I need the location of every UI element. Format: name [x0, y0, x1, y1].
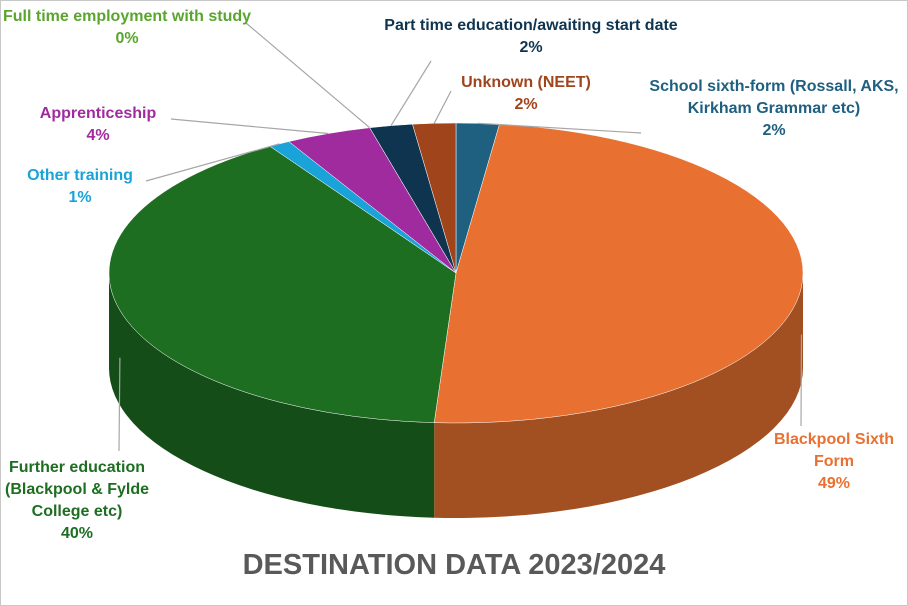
pie-slice-side [109, 273, 435, 518]
data-label: School sixth-form (Rossall, AKS, Kirkham… [644, 76, 904, 142]
label-category: Apprenticeship [39, 105, 157, 122]
data-label: Apprenticeship 4% [23, 103, 173, 147]
data-label: Further education (Blackpool & Fylde Col… [1, 457, 165, 545]
leader-line [477, 122, 642, 134]
pie-tops [108, 122, 804, 424]
leader-line [118, 357, 121, 452]
label-category: Blackpool Sixth Form [773, 431, 895, 470]
label-category: Unknown (NEET) [461, 74, 591, 91]
data-label: Other training 1% [10, 165, 150, 209]
leader-line [245, 22, 371, 129]
data-label: Full time employment with study 0% [1, 6, 257, 50]
label-value: 4% [86, 127, 110, 144]
label-value: 49% [817, 475, 851, 492]
label-value: 40% [60, 525, 94, 542]
label-category: Part time education/awaiting start date [384, 17, 678, 34]
data-label: Part time education/awaiting start date 2… [341, 15, 721, 59]
label-value: 2% [762, 122, 786, 139]
label-category: Further education (Blackpool & Fylde Col… [4, 459, 150, 520]
chart-title: DESTINATION DATA 2023/2024 [242, 549, 666, 581]
leader-line [433, 90, 452, 124]
label-category: Full time employment with study [2, 8, 252, 25]
leader-line [145, 143, 280, 182]
pie-slice-side [434, 273, 803, 518]
data-label: Blackpool Sixth Form 49% [759, 429, 907, 495]
leader-line [390, 60, 432, 126]
pie-sides [109, 273, 803, 518]
data-label: Unknown (NEET) 2% [446, 72, 606, 116]
label-value: 1% [68, 189, 92, 206]
leader-line [170, 118, 329, 135]
label-category: Other training [27, 167, 133, 184]
pie-slice [433, 123, 804, 424]
pie-slice [108, 146, 457, 423]
label-value: 2% [514, 96, 538, 113]
label-value: 2% [519, 39, 543, 56]
label-category: School sixth-form (Rossall, AKS, Kirkham… [649, 78, 899, 117]
pie-slice [412, 122, 457, 274]
label-value: 0% [115, 30, 139, 47]
